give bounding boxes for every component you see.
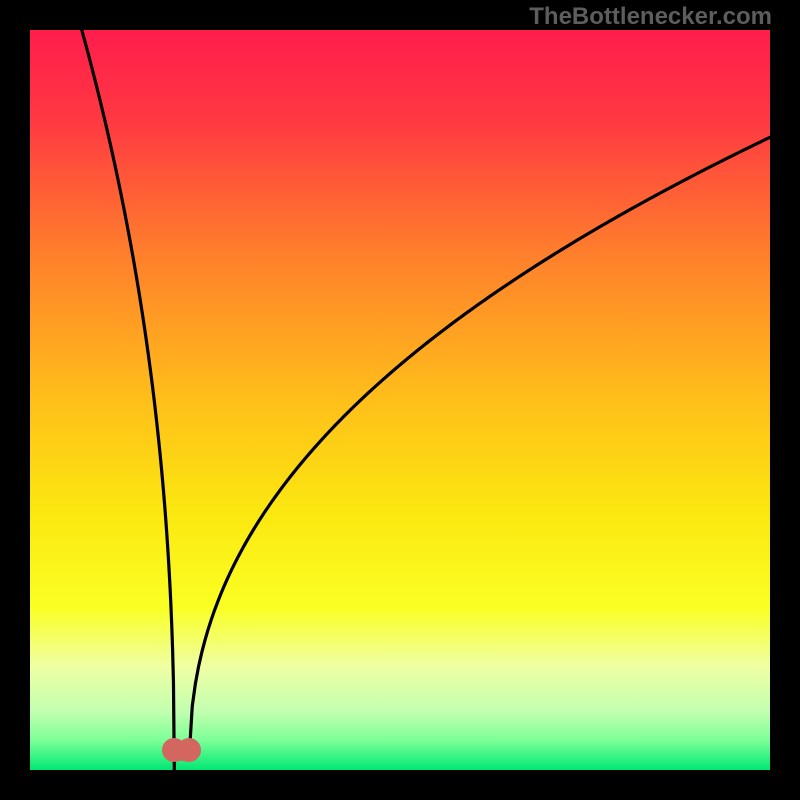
curve-min-marker-right [177,738,201,762]
watermark-text: TheBottlenecker.com [529,3,772,31]
chart-frame: TheBottlenecker.com [0,0,800,800]
curve-path [82,30,770,770]
plot-area [30,30,770,770]
bottleneck-curve [30,30,770,770]
